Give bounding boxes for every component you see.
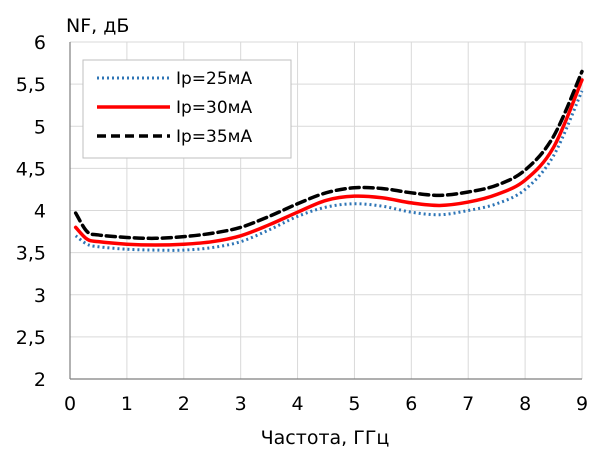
legend-label-3: Ip=35мА [176, 127, 253, 147]
y-tick-label: 3 [34, 285, 46, 307]
x-tick-label: 6 [405, 393, 417, 415]
x-tick-labels: 0 1 2 3 4 5 6 7 8 9 [64, 393, 588, 415]
legend-label-2: Ip=30мА [176, 98, 253, 118]
x-axis-label: Частота, ГГц [261, 427, 390, 449]
x-tick-label: 3 [235, 393, 247, 415]
legend-box [82, 59, 292, 159]
y-tick-label: 3,5 [16, 243, 46, 265]
series-lines [73, 69, 584, 252]
series-line-3 [73, 69, 584, 241]
x-tick-label: 9 [576, 393, 588, 415]
y-tick-label: 6 [34, 32, 46, 54]
series-line-2 [73, 78, 584, 247]
y-tick-label: 4,5 [16, 158, 46, 180]
x-tick-label: 8 [519, 393, 531, 415]
x-tick-label: 0 [64, 393, 76, 415]
y-tick-label: 5,5 [16, 74, 46, 96]
legend: Ip=25мА Ip=30мА Ip=35мА [82, 59, 292, 159]
x-tick-label: 5 [348, 393, 360, 415]
legend-label-1: Ip=25мА [176, 69, 253, 89]
y-tick-label: 2 [34, 369, 46, 391]
y-axis-label: NF, дБ [66, 15, 129, 37]
y-tick-label: 5 [34, 116, 46, 138]
y-tick-label: 2,5 [16, 327, 46, 349]
axes [69, 42, 582, 380]
x-tick-label: 2 [178, 393, 190, 415]
x-tick-label: 7 [462, 393, 474, 415]
x-tick-label: 1 [121, 393, 133, 415]
y-tick-label: 4 [34, 201, 46, 223]
y-tick-labels: 2 2,5 3 3,5 4 4,5 5 5,5 6 [16, 32, 46, 391]
x-tick-label: 4 [292, 393, 304, 415]
